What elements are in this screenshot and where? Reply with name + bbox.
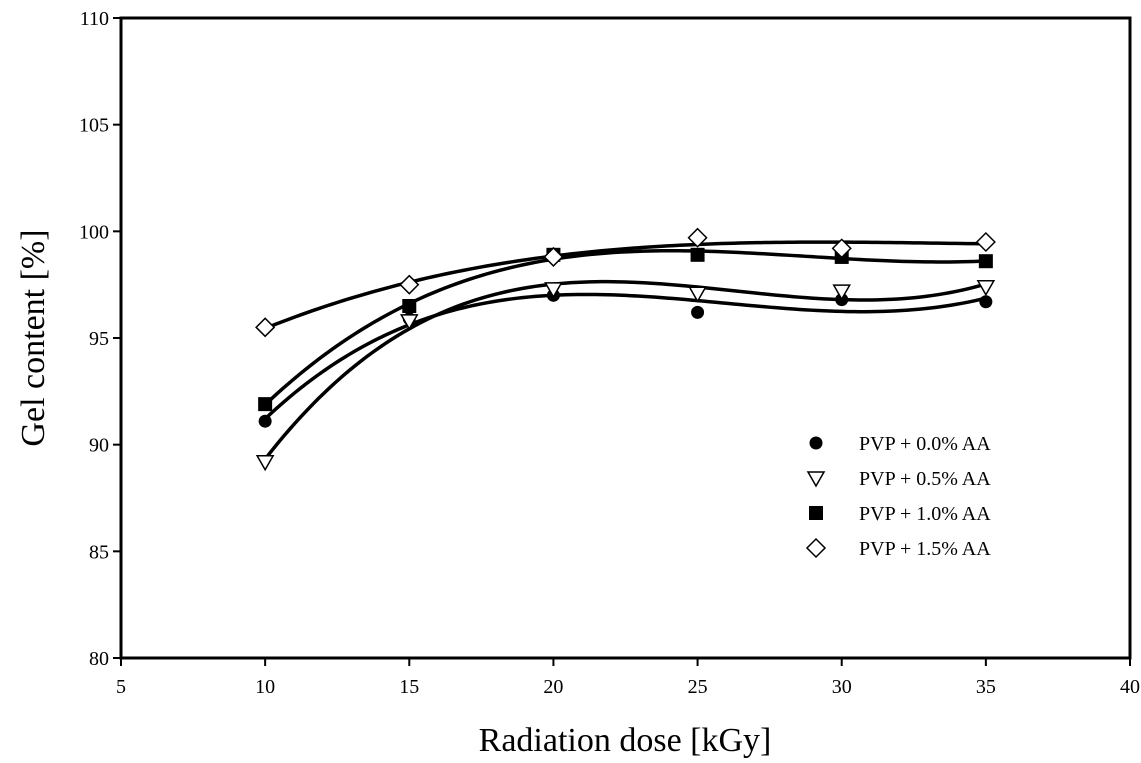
x-tick-label: 15 [399, 676, 419, 698]
legend: PVP + 0.0% AA PVP + 0.5% AA PVP + 1.0% AA P… [807, 433, 991, 560]
fit-curve [265, 242, 986, 328]
legend-marker [807, 539, 825, 557]
data-point [979, 254, 993, 268]
legend-marker [809, 506, 823, 520]
data-point [691, 248, 705, 262]
axis-ticks: 5 10 15 20 25 30 35 40 80 85 90 95 100 105 110 [79, 8, 1140, 698]
data-point [402, 299, 416, 313]
x-tick-label: 30 [832, 676, 852, 698]
x-tick-label: 10 [255, 676, 275, 698]
y-tick-label: 100 [79, 221, 109, 243]
x-tick-label: 35 [976, 676, 996, 698]
plot-frame [121, 18, 1130, 658]
data-point [256, 318, 274, 336]
y-tick-label: 80 [89, 648, 109, 670]
y-tick-label: 85 [89, 541, 109, 563]
fit-curve [265, 294, 986, 418]
fit-curves [265, 242, 986, 459]
data-point [691, 306, 704, 319]
x-tick-label: 25 [688, 676, 708, 698]
data-point [257, 456, 273, 470]
x-tick-label: 5 [116, 676, 126, 698]
data-point [977, 233, 995, 251]
y-tick-label: 110 [80, 8, 109, 30]
legend-marker [808, 472, 824, 486]
x-axis-title: Radiation dose [kGy] [479, 722, 772, 759]
y-tick-label: 105 [79, 115, 109, 137]
data-point [979, 295, 992, 308]
data-point [400, 276, 418, 294]
data-point [258, 397, 272, 411]
legend-label: PVP + 1.5% AA [859, 538, 991, 560]
legend-label: PVP + 0.5% AA [859, 468, 991, 490]
data-point [259, 415, 272, 428]
data-point [978, 281, 994, 295]
legend-marker [810, 437, 823, 450]
x-tick-label: 20 [543, 676, 563, 698]
y-tick-label: 95 [89, 328, 109, 350]
fit-curve [265, 251, 986, 405]
y-axis-title: Gel content [%] [15, 229, 52, 446]
legend-label: PVP + 0.0% AA [859, 433, 991, 455]
x-tick-label: 40 [1120, 676, 1140, 698]
y-tick-label: 90 [89, 435, 109, 457]
legend-label: PVP + 1.0% AA [859, 503, 991, 525]
